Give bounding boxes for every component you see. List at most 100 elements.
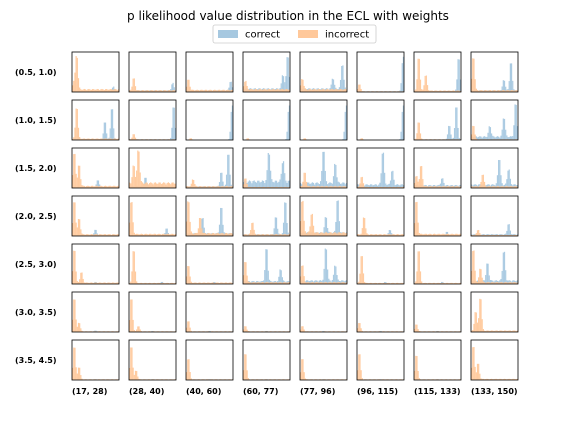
histogram-bar-incorrect bbox=[107, 234, 109, 236]
histogram-bar-correct bbox=[506, 135, 508, 140]
histogram-bar-correct bbox=[258, 180, 260, 188]
histogram-bar-incorrect bbox=[402, 186, 405, 188]
histogram-bar-incorrect bbox=[139, 172, 141, 188]
histogram-bar-incorrect bbox=[418, 58, 420, 92]
histogram-bar-incorrect bbox=[324, 90, 326, 92]
histogram-bar-incorrect bbox=[361, 378, 363, 380]
histogram-bar-incorrect bbox=[274, 187, 276, 188]
histogram-bar-incorrect bbox=[245, 178, 247, 188]
histogram-bar-incorrect bbox=[84, 186, 87, 188]
panel-frame bbox=[185, 51, 234, 93]
histogram-bar-incorrect bbox=[394, 234, 396, 236]
histogram-bar-correct bbox=[330, 182, 332, 188]
histogram-bar-incorrect bbox=[331, 233, 333, 236]
histogram-bar-correct bbox=[225, 174, 228, 188]
histogram-bar-incorrect bbox=[97, 186, 100, 188]
histogram-bar-correct bbox=[218, 224, 221, 236]
histogram-bar-correct bbox=[400, 131, 402, 140]
histogram-bar-incorrect bbox=[417, 370, 419, 380]
histogram-bar-incorrect bbox=[489, 330, 492, 332]
histogram-bar-incorrect bbox=[159, 182, 161, 188]
histogram-bar-incorrect bbox=[359, 273, 361, 284]
histogram-bar-incorrect bbox=[265, 282, 267, 284]
histogram-bar-incorrect bbox=[301, 79, 303, 92]
histogram-bar-incorrect bbox=[319, 282, 322, 284]
histogram-bar-incorrect bbox=[115, 186, 117, 188]
histogram-bar-incorrect bbox=[361, 91, 363, 92]
column-label: (17, 28) bbox=[72, 387, 107, 396]
histogram-bar-incorrect bbox=[88, 186, 90, 188]
column-label: (133, 150) bbox=[471, 387, 518, 396]
histogram-bar-incorrect bbox=[76, 108, 78, 140]
histogram-bar-incorrect bbox=[204, 186, 207, 188]
histogram-bar-correct bbox=[275, 180, 278, 188]
histogram-bar-incorrect bbox=[76, 373, 78, 380]
histogram-bar-incorrect bbox=[223, 234, 225, 236]
histogram-bar-correct bbox=[316, 182, 318, 188]
histogram-bar-incorrect bbox=[311, 282, 313, 284]
histogram-bar-incorrect bbox=[202, 232, 204, 236]
histogram-bar-correct bbox=[458, 137, 460, 140]
histogram-bar-correct bbox=[94, 229, 96, 236]
histogram-bar-incorrect bbox=[505, 282, 507, 284]
histogram-bar-incorrect bbox=[418, 179, 420, 188]
histogram-bar-correct bbox=[371, 184, 373, 188]
histogram-bar-incorrect bbox=[310, 282, 312, 284]
histogram-bar-incorrect bbox=[478, 229, 480, 236]
histogram-bar-incorrect bbox=[428, 186, 430, 188]
histogram-bar-incorrect bbox=[83, 234, 85, 236]
histogram-bar-incorrect bbox=[507, 282, 509, 284]
histogram-bar-incorrect bbox=[500, 234, 502, 236]
histogram-bar-incorrect bbox=[136, 139, 138, 140]
histogram-bar-incorrect bbox=[75, 271, 77, 284]
histogram-bar-correct bbox=[478, 184, 480, 188]
histogram-bar-incorrect bbox=[300, 276, 302, 284]
histogram-bar-incorrect bbox=[505, 330, 507, 332]
histogram-bar-incorrect bbox=[141, 90, 144, 92]
histogram-bar-incorrect bbox=[288, 282, 291, 284]
histogram-bar-incorrect bbox=[207, 282, 209, 284]
histogram-bar-incorrect bbox=[79, 137, 81, 140]
histogram-bar-incorrect bbox=[500, 282, 502, 284]
histogram-bar-incorrect bbox=[471, 234, 473, 236]
histogram-bar-incorrect bbox=[441, 282, 443, 284]
histogram-bar-incorrect bbox=[95, 234, 97, 236]
histogram-bar-incorrect bbox=[344, 282, 346, 284]
histogram-bar-incorrect bbox=[442, 233, 444, 236]
histogram-bar-incorrect bbox=[134, 234, 137, 236]
histogram-bar-correct bbox=[385, 183, 387, 188]
histogram-bar-incorrect bbox=[100, 138, 102, 140]
histogram-bar-correct bbox=[344, 111, 346, 140]
histogram-bar-correct bbox=[255, 182, 258, 188]
histogram-bar-incorrect bbox=[378, 234, 380, 236]
histogram-bar-incorrect bbox=[360, 328, 362, 332]
histogram-bar-incorrect bbox=[225, 232, 228, 236]
histogram-bar-incorrect bbox=[487, 186, 489, 188]
histogram-bar-correct bbox=[252, 181, 254, 188]
histogram-bar-incorrect bbox=[494, 282, 496, 284]
histogram-bar-incorrect bbox=[373, 283, 375, 284]
histogram-bar-incorrect bbox=[475, 372, 477, 380]
histogram-bar-incorrect bbox=[379, 186, 381, 188]
histogram-bar-incorrect bbox=[229, 233, 231, 236]
histogram-bar-incorrect bbox=[134, 330, 137, 332]
histogram-bar-incorrect bbox=[325, 186, 328, 188]
histogram-bar-incorrect bbox=[198, 217, 201, 236]
panel-frame bbox=[470, 195, 519, 237]
histogram-bar-correct bbox=[222, 224, 224, 236]
histogram-bar-incorrect bbox=[273, 282, 275, 284]
histogram-bar-correct bbox=[513, 184, 515, 188]
histogram-bar-incorrect bbox=[187, 201, 189, 236]
histogram-bar-incorrect bbox=[77, 218, 80, 236]
histogram-bar-incorrect bbox=[265, 234, 267, 236]
histogram-panel bbox=[299, 339, 348, 381]
histogram-bar-correct bbox=[513, 89, 515, 92]
histogram-bar-incorrect bbox=[423, 282, 425, 284]
histogram-bar-incorrect bbox=[270, 187, 272, 188]
histogram-bar-incorrect bbox=[253, 282, 255, 284]
histogram-bar-incorrect bbox=[448, 234, 450, 236]
histogram-bar-incorrect bbox=[94, 234, 96, 236]
histogram-bar-correct bbox=[499, 137, 501, 140]
histogram-bar-incorrect bbox=[459, 233, 462, 236]
histogram-bar-incorrect bbox=[262, 89, 265, 92]
